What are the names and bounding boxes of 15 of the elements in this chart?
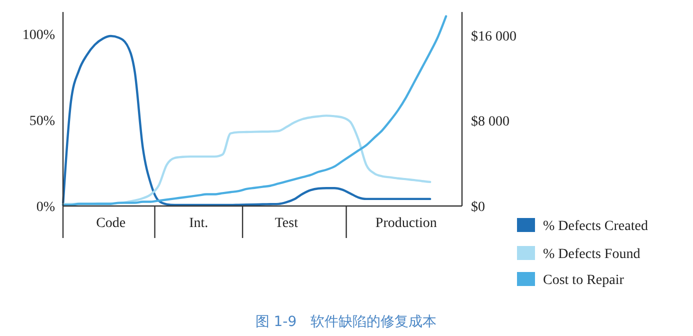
legend-label: % Defects Found <box>543 246 640 262</box>
y2-tick-label: $8 000 <box>471 114 510 130</box>
y-tick-label: 100% <box>22 28 56 44</box>
legend-label: % Defects Created <box>543 218 648 234</box>
x-tick-label: Int. <box>189 216 208 231</box>
line-series <box>62 114 432 206</box>
y-tick-label: 50% <box>29 114 56 130</box>
y2-tick-label: $0 <box>471 200 485 215</box>
y-tick-label: 0% <box>36 200 56 215</box>
x-tick-label: Production <box>375 216 437 231</box>
x-tick-label: Code <box>96 216 126 231</box>
caption: 图 1-9 软件缺陷的修复成本 <box>255 314 437 330</box>
x-tick-label: Test <box>274 216 298 231</box>
legend-label: Cost to Repair <box>543 272 624 288</box>
y2-tick-label: $16 000 <box>471 29 516 44</box>
